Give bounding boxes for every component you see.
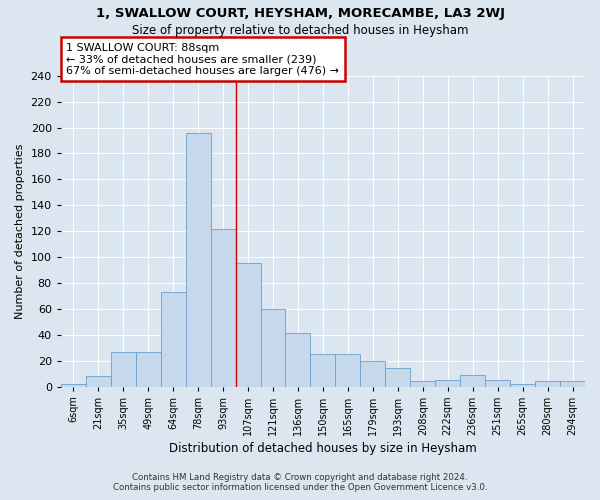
Bar [361, 360, 385, 386]
Bar [485, 380, 510, 386]
Bar [61, 384, 86, 386]
Text: 1, SWALLOW COURT, HEYSHAM, MORECAMBE, LA3 2WJ: 1, SWALLOW COURT, HEYSHAM, MORECAMBE, LA… [95, 8, 505, 20]
Bar [211, 228, 236, 386]
Text: Contains HM Land Registry data © Crown copyright and database right 2024.
Contai: Contains HM Land Registry data © Crown c… [113, 473, 487, 492]
Bar [86, 376, 111, 386]
Bar [510, 384, 535, 386]
Bar [286, 334, 310, 386]
Text: 1 SWALLOW COURT: 88sqm
← 33% of detached houses are smaller (239)
67% of semi-de: 1 SWALLOW COURT: 88sqm ← 33% of detached… [66, 42, 339, 76]
X-axis label: Distribution of detached houses by size in Heysham: Distribution of detached houses by size … [169, 442, 477, 455]
Bar [385, 368, 410, 386]
Bar [560, 382, 585, 386]
Bar [410, 382, 435, 386]
Bar [435, 380, 460, 386]
Bar [310, 354, 335, 386]
Bar [136, 352, 161, 386]
Y-axis label: Number of detached properties: Number of detached properties [15, 144, 25, 319]
Bar [335, 354, 361, 386]
Bar [260, 309, 286, 386]
Bar [111, 352, 136, 386]
Bar [161, 292, 185, 386]
Bar [185, 132, 211, 386]
Bar [535, 382, 560, 386]
Bar [460, 375, 485, 386]
Text: Size of property relative to detached houses in Heysham: Size of property relative to detached ho… [132, 24, 468, 37]
Bar [236, 264, 260, 386]
